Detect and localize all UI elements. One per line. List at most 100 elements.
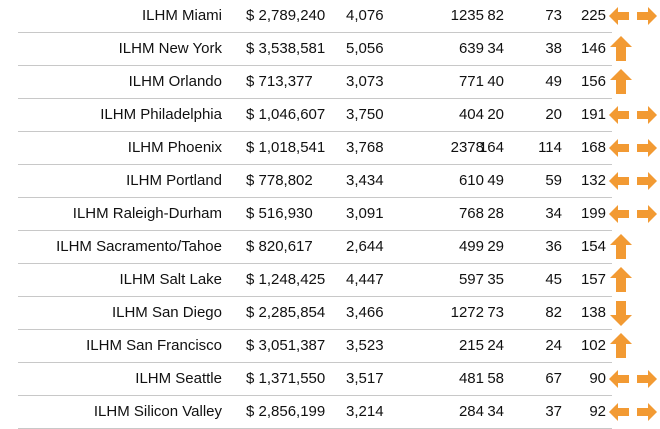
- col3-value: 284: [458, 403, 484, 420]
- col2-value: 4,076: [346, 7, 384, 24]
- col2-value: 3,517: [346, 370, 384, 387]
- revenue-value: $ 1,018,541: [246, 139, 326, 156]
- up-icon: [608, 264, 660, 296]
- left-right-icon: [608, 396, 660, 428]
- table-row: ILHM Salt Lake $ 1,248,425 4,447 597 35 45 157: [0, 264, 660, 297]
- col4-value: 40: [487, 73, 504, 90]
- market-name: ILHM Philadelphia: [100, 106, 222, 123]
- left-right-icon: [608, 363, 660, 395]
- col6-value: 199: [580, 205, 606, 222]
- col3-value: 481: [458, 370, 484, 387]
- col2-value: 2,644: [346, 238, 384, 255]
- left-right-icon: [608, 0, 660, 32]
- col4-value: 49: [487, 172, 504, 189]
- col2-value: 3,768: [346, 139, 384, 156]
- col3-value: 768: [458, 205, 484, 222]
- col2-value: 3,434: [346, 172, 384, 189]
- col5-value: 38: [545, 40, 562, 57]
- table-row: ILHM San Francisco $ 3,051,387 3,523 215 24 2…: [0, 330, 660, 363]
- col6-value: 138: [580, 304, 606, 321]
- col5-value: 36: [545, 238, 562, 255]
- col4-value: 35: [487, 271, 504, 288]
- revenue-value: $ 713,377: [246, 73, 313, 90]
- market-name: ILHM Orlando: [128, 73, 222, 90]
- col3-value: 215: [458, 337, 484, 354]
- table-row: ILHM Portland $ 778,802 3,434 610 49 59 132: [0, 165, 660, 198]
- revenue-value: $ 1,046,607: [246, 106, 326, 123]
- col4-value: 20: [487, 106, 504, 123]
- col5-value: 67: [545, 370, 562, 387]
- table-row: ILHM Raleigh-Durham $ 516,930 3,091 768 28 34…: [0, 198, 660, 231]
- col2-value: 4,447: [346, 271, 384, 288]
- market-name: ILHM Phoenix: [127, 139, 222, 156]
- table-row: ILHM Philadelphia $ 1,046,607 3,750 404 20 20…: [0, 99, 660, 132]
- col3-value: 610: [458, 172, 484, 189]
- col6-value: 157: [580, 271, 606, 288]
- market-name: ILHM San Diego: [111, 304, 222, 321]
- col5-value: 24: [545, 337, 562, 354]
- market-name: ILHM Seattle: [135, 370, 222, 387]
- market-name: ILHM Sacramento/Tahoe: [56, 238, 222, 255]
- table-row: ILHM Orlando $ 713,377 3,073 771 40 49 156: [0, 66, 660, 99]
- table-row: ILHM Phoenix $ 1,018,541 3,768 2378 164 114 16…: [0, 132, 660, 165]
- col6-value: 168: [580, 139, 606, 156]
- col6-value: 102: [580, 337, 606, 354]
- revenue-value: $ 778,802: [246, 172, 313, 189]
- left-right-icon: [608, 165, 660, 197]
- col5-value: 34: [545, 205, 562, 222]
- col5-value: 114: [538, 139, 562, 156]
- col5-value: 73: [545, 7, 562, 24]
- col4-value: 82: [487, 7, 504, 24]
- revenue-value: $ 1,248,425: [246, 271, 326, 288]
- left-right-icon: [608, 99, 660, 131]
- table-row: ILHM Silicon Valley $ 2,856,199 3,214 284 34…: [0, 396, 660, 429]
- col6-value: 92: [589, 403, 606, 420]
- down-icon: [608, 297, 660, 329]
- table-row: ILHM Sacramento/Tahoe $ 820,617 2,644 499 29…: [0, 231, 660, 264]
- col3-value: 639: [458, 40, 484, 57]
- col2-value: 3,750: [346, 106, 384, 123]
- col5-value: 20: [545, 106, 562, 123]
- market-name: ILHM San Francisco: [86, 337, 222, 354]
- col3-value: 404: [458, 106, 484, 123]
- col6-value: 90: [589, 370, 606, 387]
- col3-value: 771: [458, 73, 484, 90]
- table-row: ILHM New York $ 3,538,581 5,056 639 34 38 146: [0, 33, 660, 66]
- up-icon: [608, 330, 660, 362]
- revenue-value: $ 2,285,854: [246, 304, 326, 321]
- col3-value: 2378: [450, 139, 484, 156]
- col6-value: 154: [580, 238, 606, 255]
- col4-value: 164: [478, 139, 504, 156]
- revenue-value: $ 3,051,387: [246, 337, 326, 354]
- col3-value: 1235: [450, 7, 484, 24]
- col6-value: 146: [580, 40, 606, 57]
- col4-value: 29: [487, 238, 504, 255]
- col2-value: 3,073: [346, 73, 384, 90]
- up-icon: [608, 33, 660, 65]
- col4-value: 28: [487, 205, 504, 222]
- table-row: ILHM Seattle $ 1,371,550 3,517 481 58 67 90: [0, 363, 660, 396]
- col2-value: 3,091: [346, 205, 384, 222]
- col5-value: 59: [545, 172, 562, 189]
- revenue-value: $ 820,617: [246, 238, 313, 255]
- col2-value: 5,056: [346, 40, 384, 57]
- col5-value: 49: [545, 73, 562, 90]
- col3-value: 1272: [450, 304, 484, 321]
- revenue-value: $ 3,538,581: [246, 40, 326, 57]
- up-icon: [608, 231, 660, 263]
- market-name: ILHM Portland: [126, 172, 222, 189]
- col6-value: 156: [580, 73, 606, 90]
- market-name: ILHM Raleigh-Durham: [72, 205, 222, 222]
- market-name: ILHM Salt Lake: [119, 271, 222, 288]
- col6-value: 132: [580, 172, 606, 189]
- col2-value: 3,466: [346, 304, 384, 321]
- col6-value: 191: [580, 106, 606, 123]
- col3-value: 597: [458, 271, 484, 288]
- up-icon: [608, 66, 660, 98]
- revenue-value: $ 1,371,550: [246, 370, 326, 387]
- table-row: ILHM San Diego $ 2,285,854 3,466 1272 73 82 13…: [0, 297, 660, 330]
- col2-value: 3,523: [346, 337, 384, 354]
- table-row: ILHM Miami $ 2,789,240 4,076 1235 82 73 225: [0, 0, 660, 33]
- col5-value: 45: [545, 271, 562, 288]
